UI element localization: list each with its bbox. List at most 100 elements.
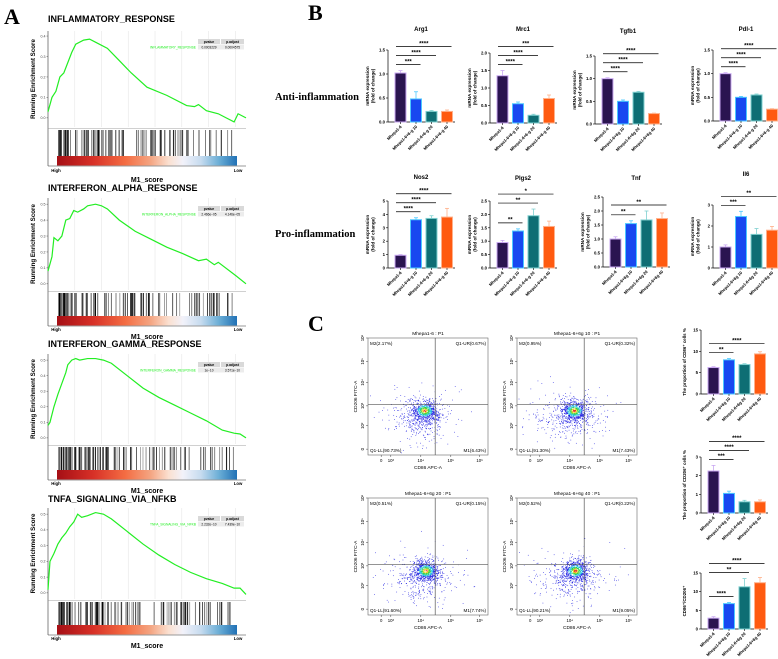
event-dot	[571, 577, 572, 579]
event-dot	[413, 429, 415, 431]
event-dot	[427, 413, 429, 414]
event-dot	[414, 562, 415, 564]
event-dot	[431, 408, 433, 410]
event-dot	[427, 576, 428, 577]
event-dot	[437, 577, 439, 579]
event-dot	[578, 411, 580, 413]
event-dot	[582, 408, 583, 409]
event-dot	[427, 573, 428, 575]
event-dot	[571, 603, 573, 605]
event-dot	[584, 576, 586, 578]
event-dot	[428, 573, 430, 575]
event-dot	[436, 412, 438, 414]
event-dot	[413, 431, 415, 433]
event-dot	[608, 590, 610, 591]
event-dot	[401, 423, 403, 425]
event-dot	[588, 408, 589, 410]
y-tick-label: 0.1	[41, 421, 46, 425]
event-dot	[428, 575, 429, 577]
event-dot	[423, 407, 425, 409]
event-dot	[594, 574, 596, 575]
event-dot	[403, 577, 405, 578]
event-dot	[569, 403, 570, 405]
event-dot	[548, 422, 549, 424]
table-header-padjust: p.adjust	[226, 363, 240, 367]
event-dot	[570, 577, 572, 578]
event-dot	[408, 577, 410, 578]
event-dot	[587, 423, 589, 425]
bar	[754, 582, 766, 630]
event-dot	[461, 419, 463, 421]
event-dot	[410, 588, 412, 590]
event-dot	[422, 580, 424, 582]
event-dot	[416, 575, 417, 577]
event-dot	[573, 410, 574, 411]
event-dot	[426, 571, 428, 573]
event-dot	[592, 583, 594, 585]
event-dot	[424, 437, 426, 439]
event-dot	[396, 421, 398, 423]
event-dot	[442, 603, 444, 605]
event-dot	[554, 399, 556, 401]
event-dot	[575, 413, 577, 415]
event-dot	[404, 557, 405, 558]
event-dot	[438, 559, 439, 561]
event-dot	[554, 414, 556, 416]
event-dot	[416, 423, 418, 425]
event-dot	[400, 395, 402, 396]
event-dot	[572, 415, 573, 417]
event-dot	[411, 419, 413, 420]
event-dot	[432, 417, 433, 419]
event-dot	[410, 583, 412, 584]
event-dot	[412, 408, 414, 410]
event-dot	[413, 575, 415, 576]
event-dot	[582, 574, 584, 575]
event-dot	[375, 575, 377, 577]
event-dot	[566, 568, 567, 570]
event-dot	[425, 410, 426, 412]
event-dot	[437, 572, 439, 573]
event-dot	[570, 584, 572, 586]
event-dot	[554, 436, 556, 438]
chart-title: Mrc1	[516, 27, 531, 33]
event-dot	[553, 420, 555, 422]
event-dot	[578, 574, 580, 576]
y-tick-label: 15	[693, 328, 698, 333]
event-dot	[556, 577, 558, 578]
event-dot	[427, 408, 429, 410]
event-dot	[560, 410, 562, 412]
event-dot	[565, 413, 566, 414]
y-tick-label: 0.5	[594, 251, 601, 256]
bar	[410, 219, 422, 269]
event-dot	[403, 416, 405, 417]
event-dot	[564, 416, 566, 418]
event-dot	[584, 414, 586, 416]
event-dot	[423, 403, 425, 404]
event-dot	[580, 566, 581, 567]
event-dot	[565, 422, 567, 424]
event-dot	[570, 406, 572, 408]
event-dot	[427, 413, 429, 415]
event-dot	[590, 411, 592, 413]
event-dot	[570, 410, 572, 411]
event-dot	[436, 410, 438, 412]
event-dot	[430, 566, 431, 568]
event-dot	[565, 575, 567, 577]
event-dot	[578, 572, 579, 574]
event-dot	[418, 570, 420, 572]
event-dot	[414, 562, 415, 564]
event-dot	[577, 573, 579, 575]
event-dot	[416, 578, 417, 580]
event-dot	[564, 410, 566, 412]
event-dot	[400, 540, 402, 542]
event-dot	[420, 409, 422, 411]
event-dot	[597, 423, 599, 424]
event-dot	[426, 403, 428, 404]
event-dot	[568, 567, 570, 569]
event-dot	[429, 569, 431, 571]
event-dot	[572, 405, 574, 406]
event-dot	[536, 563, 538, 564]
event-dot	[583, 416, 585, 418]
event-dot	[393, 558, 395, 560]
event-dot	[430, 572, 432, 574]
